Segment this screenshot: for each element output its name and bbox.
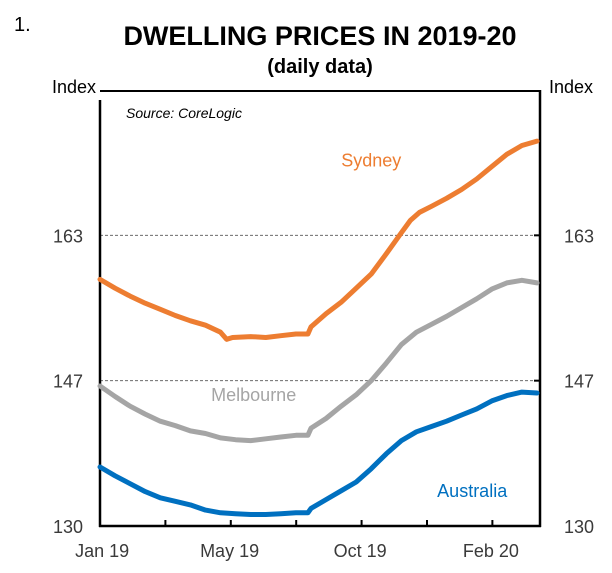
y-axis-left-unit: Index	[52, 77, 96, 97]
source-note: Source: CoreLogic	[126, 105, 242, 121]
series-label-sydney: Sydney	[341, 151, 401, 171]
series-label-australia: Australia	[437, 481, 508, 501]
y-tick-label-left: 163	[53, 226, 83, 246]
y-tick-label-right: 130	[564, 517, 594, 537]
figure-number: 1.	[14, 14, 31, 36]
y-tick-label-right: 163	[564, 226, 594, 246]
series-label-melbourne: Melbourne	[211, 385, 296, 405]
x-tick-label: Oct 19	[334, 541, 387, 561]
y-tick-label-left: 130	[53, 517, 83, 537]
y-tick-label-right: 147	[564, 372, 594, 392]
chart-subtitle: (daily data)	[267, 56, 373, 78]
x-axis-ticks: Jan 19 May 19 Oct 19 Feb 20	[75, 520, 519, 561]
series-line-sydney	[97, 138, 540, 342]
series-line-australia	[97, 389, 540, 517]
y-tick-label-left: 147	[53, 372, 83, 392]
x-tick-label: May 19	[200, 541, 259, 561]
series-line-melbourne	[97, 277, 540, 444]
chart-title: DWELLING PRICES IN 2019-20	[123, 21, 517, 51]
y-axis-ticks: 130 130 147 147 163 163	[53, 226, 594, 537]
series-lines	[97, 138, 540, 517]
series-labels: Sydney Melbourne Australia	[211, 151, 508, 501]
x-tick-label: Jan 19	[75, 541, 129, 561]
y-axis-right-unit: Index	[549, 77, 593, 97]
x-tick-label: Feb 20	[463, 541, 519, 561]
plot-frame	[98, 90, 542, 528]
gridlines	[100, 234, 540, 382]
